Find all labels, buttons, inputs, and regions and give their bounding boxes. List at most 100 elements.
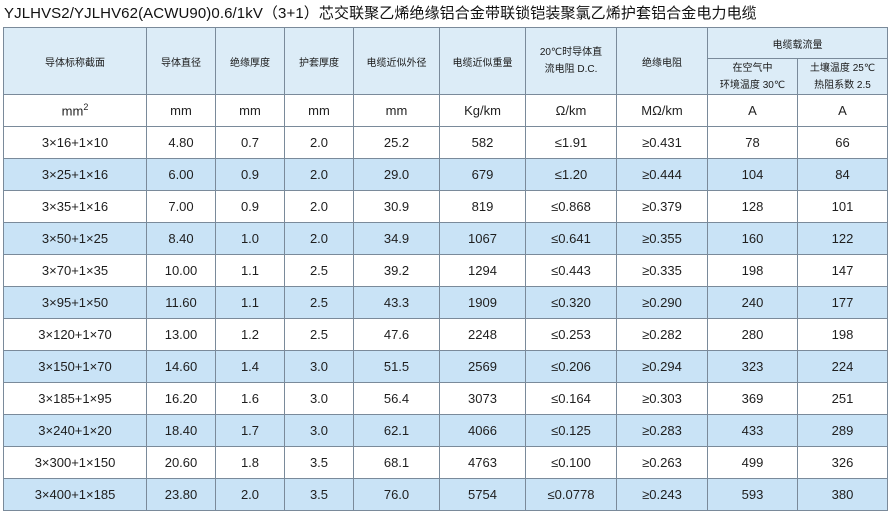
unit-section: mm2	[3, 94, 147, 127]
cell-sheath: 2.0	[284, 190, 354, 223]
table-row: 3×70+1×35 10.00 1.1 2.5 39.2 1294 ≤0.443 ≥0.335…	[3, 254, 888, 287]
cell-sheath: 2.5	[284, 286, 354, 319]
table-row: 3×240+1×20 18.40 1.7 3.0 62.1 4066 ≤0.125 ≥0.28…	[3, 414, 888, 447]
cell-air-ampacity: 499	[707, 446, 798, 479]
table-row: 3×120+1×70 13.00 1.2 2.5 47.6 2248 ≤0.253 ≥0.28…	[3, 318, 888, 351]
cell-diameter: 7.00	[146, 190, 216, 223]
table-header: 导体标称截面 导体直径 绝缘厚度 护套厚度 电缆近似外径 电缆近似重量 20℃时…	[3, 27, 888, 127]
table-row: 3×300+1×150 20.60 1.8 3.5 68.1 4763 ≤0.100 ≥0.2…	[3, 446, 888, 479]
cell-insulation-resistance: ≥0.263	[616, 446, 708, 479]
cell-air-ampacity: 160	[707, 222, 798, 255]
header-ampacity: 电缆载流量	[707, 27, 888, 59]
cell-dc-resistance: ≤0.164	[525, 382, 617, 415]
cell-insulation: 1.6	[215, 382, 285, 415]
cell-insulation-resistance: ≥0.303	[616, 382, 708, 415]
unit-insulation-resistance: MΩ/km	[616, 94, 708, 127]
cell-sheath: 2.0	[284, 222, 354, 255]
cable-spec-table: 导体标称截面 导体直径 绝缘厚度 护套厚度 电缆近似外径 电缆近似重量 20℃时…	[3, 27, 888, 511]
cell-section: 3×50+1×25	[3, 222, 147, 255]
unit-soil: A	[797, 94, 888, 127]
cell-weight: 1067	[439, 222, 526, 255]
cell-soil-ampacity: 251	[797, 382, 888, 415]
cell-insulation: 0.9	[215, 190, 285, 223]
cell-dc-resistance: ≤0.125	[525, 414, 617, 447]
cell-outer-diameter: 68.1	[353, 446, 440, 479]
cell-diameter: 11.60	[146, 286, 216, 319]
cell-soil-ampacity: 101	[797, 190, 888, 223]
cell-section: 3×25+1×16	[3, 158, 147, 191]
table-row: 3×50+1×25 8.40 1.0 2.0 34.9 1067 ≤0.641 ≥0.355 1…	[3, 222, 888, 255]
table-row: 3×25+1×16 6.00 0.9 2.0 29.0 679 ≤1.20 ≥0.444 104…	[3, 158, 888, 191]
cell-section: 3×185+1×95	[3, 382, 147, 415]
cell-outer-diameter: 62.1	[353, 414, 440, 447]
unit-section-base: mm	[61, 103, 84, 119]
table-row: 3×400+1×185 23.80 2.0 3.5 76.0 5754 ≤0.0778 ≥0.…	[3, 478, 888, 511]
unit-weight: Kg/km	[439, 94, 526, 127]
unit-section-exponent: 2	[83, 102, 89, 113]
cell-dc-resistance: ≤0.868	[525, 190, 617, 223]
cell-sheath: 3.5	[284, 478, 354, 511]
cell-insulation-resistance: ≥0.282	[616, 318, 708, 351]
cell-dc-resistance: ≤0.206	[525, 350, 617, 383]
cell-weight: 1294	[439, 254, 526, 287]
cell-dc-resistance: ≤0.253	[525, 318, 617, 351]
header-soil: 土壤温度 25℃ 热阻系数 2.5	[797, 58, 888, 95]
cell-air-ampacity: 128	[707, 190, 798, 223]
cell-diameter: 20.60	[146, 446, 216, 479]
header-outer-diameter: 电缆近似外径	[353, 27, 440, 95]
cell-diameter: 16.20	[146, 382, 216, 415]
cell-diameter: 14.60	[146, 350, 216, 383]
cell-insulation: 0.7	[215, 126, 285, 159]
cell-insulation: 1.2	[215, 318, 285, 351]
cell-insulation: 0.9	[215, 158, 285, 191]
cell-dc-resistance: ≤0.0778	[525, 478, 617, 511]
header-dc-resistance-line1: 20℃时导体直	[539, 47, 603, 58]
cell-sheath: 3.0	[284, 414, 354, 447]
cell-air-ampacity: 280	[707, 318, 798, 351]
unit-outer-diameter: mm	[353, 94, 440, 127]
cell-sheath: 2.5	[284, 254, 354, 287]
cell-diameter: 13.00	[146, 318, 216, 351]
cell-dc-resistance: ≤1.91	[525, 126, 617, 159]
cell-insulation: 1.1	[215, 286, 285, 319]
unit-air: A	[707, 94, 798, 127]
cell-diameter: 23.80	[146, 478, 216, 511]
header-dc-resistance-line2: 流电阻 D.C.	[544, 64, 598, 75]
header-section: 导体标称截面	[3, 27, 147, 95]
cell-insulation-resistance: ≥0.283	[616, 414, 708, 447]
cell-outer-diameter: 29.0	[353, 158, 440, 191]
cell-weight: 4763	[439, 446, 526, 479]
cell-insulation-resistance: ≥0.335	[616, 254, 708, 287]
cell-section: 3×400+1×185	[3, 478, 147, 511]
cell-insulation-resistance: ≥0.444	[616, 158, 708, 191]
cell-outer-diameter: 43.3	[353, 286, 440, 319]
unit-sheath: mm	[284, 94, 354, 127]
cell-diameter: 8.40	[146, 222, 216, 255]
cell-air-ampacity: 240	[707, 286, 798, 319]
cell-soil-ampacity: 198	[797, 318, 888, 351]
cell-soil-ampacity: 177	[797, 286, 888, 319]
header-diameter: 导体直径	[146, 27, 216, 95]
cell-section: 3×120+1×70	[3, 318, 147, 351]
cell-soil-ampacity: 289	[797, 414, 888, 447]
cell-section: 3×35+1×16	[3, 190, 147, 223]
cell-outer-diameter: 30.9	[353, 190, 440, 223]
cell-soil-ampacity: 66	[797, 126, 888, 159]
cell-sheath: 2.0	[284, 158, 354, 191]
header-sheath: 护套厚度	[284, 27, 354, 95]
cell-weight: 4066	[439, 414, 526, 447]
cell-insulation: 1.0	[215, 222, 285, 255]
cell-air-ampacity: 369	[707, 382, 798, 415]
cell-weight: 582	[439, 126, 526, 159]
cell-insulation: 2.0	[215, 478, 285, 511]
table-row: 3×35+1×16 7.00 0.9 2.0 30.9 819 ≤0.868 ≥0.379 12…	[3, 190, 888, 223]
cell-sheath: 2.0	[284, 126, 354, 159]
cell-sheath: 3.0	[284, 350, 354, 383]
table-body: 3×16+1×10 4.80 0.7 2.0 25.2 582 ≤1.91 ≥0.431 78 6…	[3, 126, 888, 511]
cell-dc-resistance: ≤1.20	[525, 158, 617, 191]
header-insulation-resistance: 绝缘电阻	[616, 27, 708, 95]
cell-outer-diameter: 47.6	[353, 318, 440, 351]
cell-diameter: 6.00	[146, 158, 216, 191]
cell-air-ampacity: 104	[707, 158, 798, 191]
cell-soil-ampacity: 326	[797, 446, 888, 479]
